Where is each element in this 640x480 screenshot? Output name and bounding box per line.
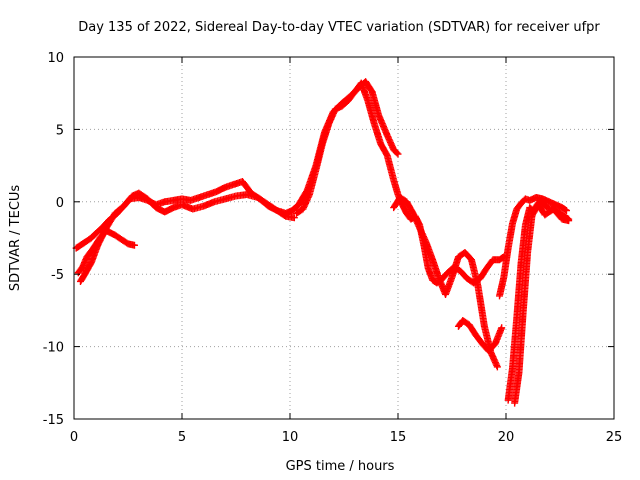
chart-title: Day 135 of 2022, Sidereal Day-to-day VTE… <box>78 20 600 35</box>
x-tick-label: 20 <box>498 430 515 445</box>
series-ufpr-d <box>292 79 508 287</box>
x-tick-label: 10 <box>282 430 299 445</box>
y-tick-label: 0 <box>56 196 64 211</box>
data-point <box>394 150 402 158</box>
series-ufpr-c <box>76 189 298 285</box>
axis-ticks: 0 5 10 15 20 25 -15 -10 -5 0 5 10 <box>43 51 623 445</box>
series-ufpr-e <box>390 193 501 371</box>
plot-frame <box>73 56 615 420</box>
y-tick-label: 10 <box>47 51 64 66</box>
y-tick-label: -10 <box>43 341 64 356</box>
x-tick-label: 15 <box>390 430 407 445</box>
x-axis-label: GPS time / hours <box>286 459 395 474</box>
series-ufpr-a <box>72 78 402 252</box>
series-ufpr-i <box>511 196 573 407</box>
y-tick-label: -15 <box>43 413 64 428</box>
y-tick-label: -5 <box>51 268 64 283</box>
data-point <box>290 214 298 222</box>
data-point <box>561 206 569 214</box>
data-point <box>498 324 506 332</box>
data-points <box>72 78 573 407</box>
grid-layer <box>74 57 614 419</box>
series-ufpr-h <box>504 201 573 404</box>
series-ufpr-g <box>496 193 570 300</box>
series-ufpr-f <box>454 317 506 355</box>
data-point <box>562 206 570 214</box>
data-point <box>493 363 501 371</box>
x-tick-label: 0 <box>70 430 78 445</box>
data-point <box>393 149 401 157</box>
data-point <box>564 214 572 222</box>
y-tick-label: 5 <box>56 123 64 138</box>
y-axis-label: SDTVAR / TECUs <box>8 185 23 292</box>
data-point <box>565 215 573 223</box>
x-tick-label: 5 <box>178 430 186 445</box>
x-tick-label: 25 <box>606 430 623 445</box>
data-point <box>130 241 138 249</box>
